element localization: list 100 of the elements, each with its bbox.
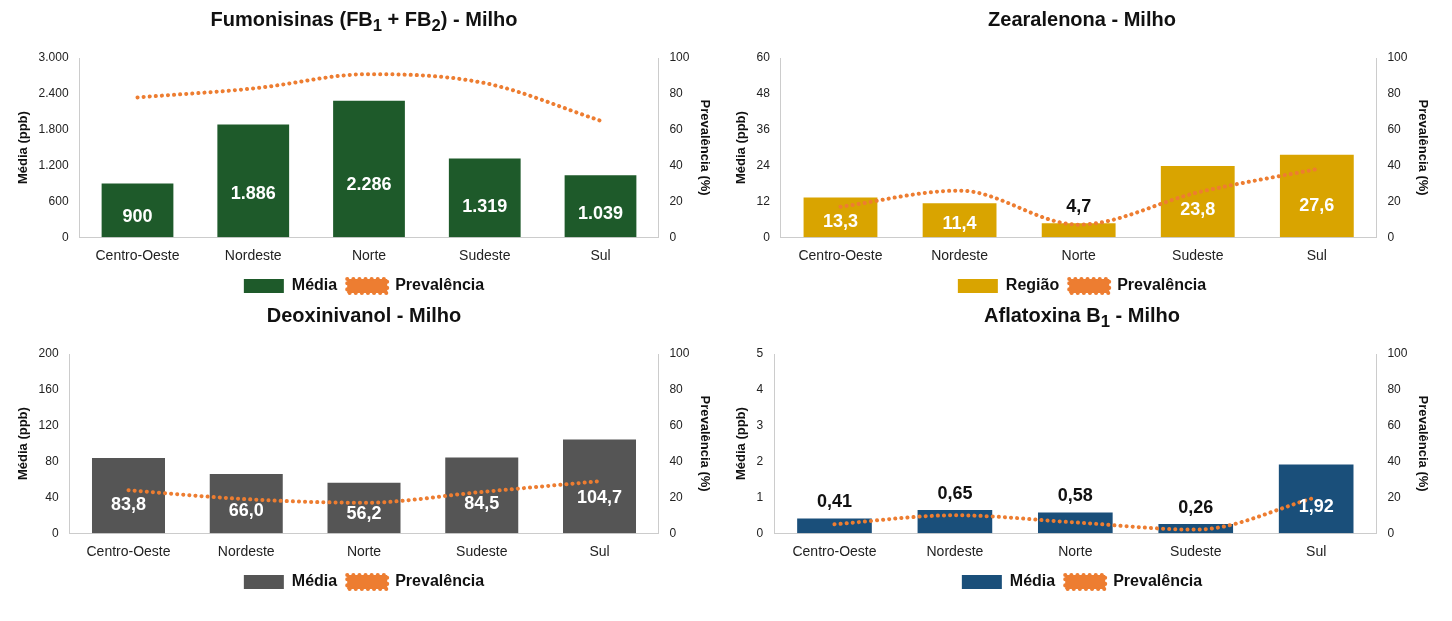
chart-title: Aflatoxina B$_{1}$ - Milho [983, 304, 1181, 331]
y2-axis-title: Prevalência (%) [1415, 99, 1431, 196]
legend-label: Prevalência [395, 276, 485, 294]
y2-tick-label: 80 [669, 86, 684, 101]
x-tick-label: Norte [1061, 247, 1096, 264]
y2-tick-label: 20 [669, 193, 684, 208]
y2-tick-label: 100 [669, 346, 690, 361]
y2-tick-label: 60 [1387, 417, 1402, 432]
bar [217, 124, 290, 238]
y2-tick-label: 60 [669, 121, 684, 136]
x-tick-label: Sudeste [1172, 247, 1224, 264]
y2-tick-label: 60 [669, 417, 684, 432]
y-tick-label: 2 [756, 453, 764, 468]
y2-tick-label: 100 [1387, 50, 1408, 65]
x-tick-label: Sudeste [459, 247, 511, 264]
x-tick-label: Nordeste [217, 543, 275, 560]
y-tick-label: 36 [756, 121, 771, 136]
x-tick-label: Sudeste [1170, 543, 1222, 560]
y2-tick-label: 60 [1387, 121, 1402, 136]
x-tick-label: Sul [1306, 543, 1327, 560]
y2-axis-title: Prevalência (%) [1415, 395, 1431, 492]
y-tick-label: 40 [45, 489, 59, 504]
y2-axis-title: Prevalência (%) [697, 99, 713, 196]
line-series [135, 72, 603, 123]
y2-tick-label: 20 [1387, 193, 1402, 208]
data-label: 84,5 [464, 493, 500, 514]
y2-tick-label: 0 [669, 525, 677, 540]
chart-title: Fumonisinas (FB$_{1}$ + FB$_{2}$) - Milho [209, 8, 519, 35]
y2-tick-label: 0 [1387, 525, 1395, 540]
data-label: 0,58 [1057, 485, 1093, 506]
x-tick-label: Sul [589, 543, 610, 560]
y-tick-label: 2.400 [38, 86, 69, 101]
y-tick-label: 48 [756, 86, 771, 101]
legend-label: Região [1005, 276, 1060, 294]
data-label: 1.039 [577, 202, 624, 223]
x-tick-label: Centro-Oeste [86, 543, 171, 560]
legend-label: Prevalência [1117, 276, 1207, 294]
bar [91, 458, 165, 534]
y2-tick-label: 20 [1387, 489, 1402, 504]
y-tick-label: 120 [38, 417, 59, 432]
y2-tick-label: 0 [669, 229, 677, 244]
legend-label: Prevalência [1113, 572, 1203, 590]
x-tick-label: Norte [1058, 543, 1093, 560]
x-tick-label: Centro-Oeste [798, 247, 883, 264]
bar [101, 183, 174, 238]
y2-axis-title: Prevalência (%) [697, 395, 713, 492]
y-axis-title: Média (ppb) [733, 111, 749, 185]
data-label: 1.319 [462, 196, 508, 217]
y-tick-label: 600 [48, 193, 69, 208]
x-tick-label: Nordeste [224, 247, 282, 264]
x-tick-label: Nordeste [931, 247, 989, 264]
y2-tick-label: 40 [1387, 157, 1402, 172]
data-label: 4,7 [1066, 196, 1092, 217]
y-tick-label: 3.000 [38, 50, 69, 65]
bar [1041, 223, 1116, 238]
data-label: 1.886 [230, 183, 276, 204]
bar [1278, 464, 1354, 534]
bar [564, 175, 637, 238]
bar [1160, 166, 1235, 238]
y2-tick-label: 80 [1387, 86, 1402, 101]
data-label: 900 [122, 205, 153, 226]
y2-tick-label: 20 [669, 489, 684, 504]
y2-tick-label: 40 [669, 453, 684, 468]
y-axis-title: Média (ppb) [15, 407, 31, 481]
y-tick-label: 12 [756, 193, 771, 208]
y-tick-label: 1.800 [38, 121, 69, 136]
y-tick-label: 4 [756, 382, 764, 397]
y-tick-label: 0 [61, 229, 69, 244]
legend-label: Prevalência [395, 572, 485, 590]
y2-tick-label: 0 [1387, 229, 1395, 244]
bar [1038, 512, 1113, 534]
y-tick-label: 0 [763, 229, 771, 244]
y-tick-label: 0 [51, 525, 59, 540]
bar [1279, 154, 1354, 238]
bar [333, 100, 405, 238]
data-label: 23,8 [1180, 199, 1216, 220]
data-label: 104,7 [576, 486, 623, 507]
x-tick-label: Sul [590, 247, 611, 264]
legend-label: Média [291, 572, 338, 590]
bar [448, 158, 521, 238]
y2-tick-label: 40 [669, 157, 684, 172]
x-tick-label: Nordeste [926, 543, 984, 560]
data-label: 11,4 [942, 213, 977, 234]
data-label: 1,92 [1298, 496, 1334, 517]
y-tick-label: 3 [756, 417, 764, 432]
x-tick-label: Sudeste [456, 543, 508, 560]
y2-tick-label: 80 [669, 382, 684, 397]
y-tick-label: 160 [38, 382, 59, 397]
data-label: 0,26 [1178, 496, 1214, 517]
data-label: 0,65 [937, 482, 973, 503]
data-label: 27,6 [1299, 194, 1335, 215]
bar [445, 457, 519, 534]
chart-title: Zearalenona - Milho [987, 8, 1177, 32]
y2-tick-label: 100 [1387, 346, 1408, 361]
x-tick-label: Norte [346, 543, 382, 560]
x-tick-label: Sul [1306, 247, 1327, 264]
data-label: 13,3 [822, 211, 859, 232]
y2-tick-label: 80 [1387, 382, 1402, 397]
y-tick-label: 0 [756, 525, 764, 540]
chart-title: Deoxinivanol - Milho [265, 304, 463, 328]
